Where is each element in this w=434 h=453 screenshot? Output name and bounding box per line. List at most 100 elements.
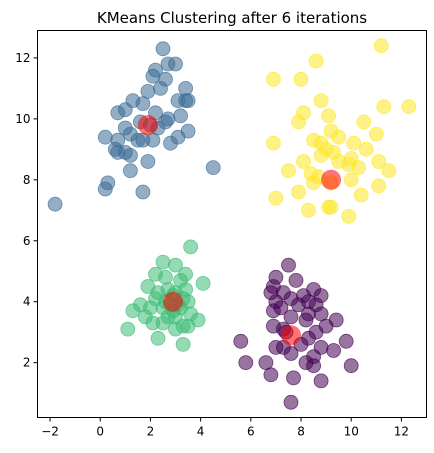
cluster-2-point	[351, 160, 367, 176]
cluster-1-point	[135, 132, 151, 148]
cluster-2-point	[341, 208, 357, 224]
cluster-2-point	[321, 108, 337, 124]
cluster-1-point	[145, 68, 161, 84]
cluster-2-point	[321, 199, 337, 215]
cluster-3-point	[175, 336, 191, 352]
x-tick-label: −2	[41, 425, 59, 439]
x-tick-label: 6	[247, 425, 255, 439]
cluster-4-point	[338, 333, 354, 349]
cluster-4-point	[265, 303, 281, 319]
cluster-2-point	[268, 190, 284, 206]
cluster-4-point	[326, 343, 342, 358]
cluster-2-point	[381, 163, 397, 179]
cluster-4-point	[288, 272, 304, 288]
cluster-2-point	[331, 129, 347, 145]
centroid-2	[321, 169, 342, 190]
x-axis: −2 0 2 4 6 8 10 12	[41, 417, 409, 439]
x-tick-label: 0	[96, 425, 104, 439]
x-tick-label: 10	[344, 425, 359, 439]
cluster-2-point	[343, 172, 359, 188]
cluster-4-point	[298, 312, 314, 328]
cluster-2-point	[291, 114, 306, 130]
cluster-4-point	[263, 367, 279, 383]
cluster-4-point	[233, 333, 249, 349]
y-tick-label: 6	[23, 234, 31, 248]
cluster-1-point	[173, 108, 189, 124]
cluster-4-point	[283, 346, 299, 361]
centroid-4	[281, 325, 301, 346]
cluster-1-point	[135, 96, 151, 111]
cluster-2-point	[265, 71, 281, 87]
cluster-1-point	[180, 93, 196, 108]
cluster-4-point	[318, 318, 334, 334]
cluster-2-point	[346, 135, 362, 151]
points-layer	[47, 38, 417, 410]
cluster-2-point	[281, 163, 296, 179]
y-tick-label: 12	[15, 51, 30, 65]
cluster-4-point	[298, 355, 314, 371]
cluster-1-point	[122, 163, 138, 179]
centroid-1	[137, 115, 158, 135]
cluster-2-point	[356, 114, 372, 130]
cluster-3-point	[120, 321, 136, 337]
cluster-1-point	[97, 181, 113, 197]
cluster-2-point	[373, 38, 389, 54]
cluster-1-point	[97, 129, 113, 145]
cluster-1-point	[135, 184, 151, 200]
cluster-2-point	[371, 154, 387, 169]
cluster-3-point	[158, 269, 173, 285]
cluster-4-point	[283, 394, 299, 410]
x-tick-label: 4	[197, 425, 205, 439]
x-tick-label: 12	[394, 425, 409, 439]
y-tick-label: 8	[23, 173, 31, 187]
cluster-1-point	[155, 41, 171, 57]
cluster-1-point	[153, 81, 168, 96]
cluster-4-point	[343, 358, 359, 374]
cluster-4-point	[313, 373, 329, 389]
cluster-3-point	[168, 257, 183, 273]
cluster-2-point	[308, 53, 324, 69]
cluster-3-point	[195, 275, 211, 291]
cluster-2-point	[353, 187, 369, 203]
cluster-1-point	[110, 105, 126, 121]
cluster-1-point	[140, 154, 156, 169]
cluster-3-point	[125, 303, 141, 319]
cluster-2-point	[313, 147, 329, 163]
cluster-4-point	[281, 257, 296, 273]
centroids-layer	[137, 115, 342, 346]
axes-frame	[37, 30, 427, 418]
cluster-1-point	[122, 147, 138, 163]
cluster-1-point	[168, 56, 183, 72]
cluster-4-point	[291, 297, 306, 313]
cluster-2-point	[368, 126, 384, 142]
cluster-2-point	[301, 202, 316, 218]
cluster-3-point	[155, 254, 171, 270]
cluster-2-point	[401, 99, 417, 115]
cluster-2-point	[291, 184, 306, 200]
cluster-2-point	[306, 175, 322, 191]
cluster-2-point	[296, 154, 311, 169]
cluster-3-point	[145, 315, 161, 331]
cluster-3-point	[168, 321, 183, 337]
chart-title: KMeans Clustering after 6 iterations	[97, 9, 367, 27]
cluster-4-point	[283, 309, 299, 325]
cluster-2-point	[313, 93, 329, 108]
cluster-3-point	[180, 318, 196, 334]
cluster-1-point	[47, 196, 63, 212]
y-tick-label: 2	[23, 356, 31, 370]
cluster-1-point	[110, 144, 126, 160]
y-tick-label: 4	[23, 295, 31, 309]
cluster-2-point	[358, 141, 374, 157]
cluster-4-point	[238, 355, 254, 371]
y-axis: 2 4 6 8 10 12	[15, 51, 38, 370]
cluster-1-point	[205, 160, 221, 176]
cluster-2-point	[371, 178, 387, 194]
cluster-2-point	[293, 71, 309, 87]
centroid-3	[163, 291, 183, 312]
cluster-2-point	[376, 99, 392, 115]
cluster-1-point	[163, 135, 178, 151]
cluster-4-point	[286, 370, 301, 386]
y-tick-label: 10	[15, 112, 30, 126]
